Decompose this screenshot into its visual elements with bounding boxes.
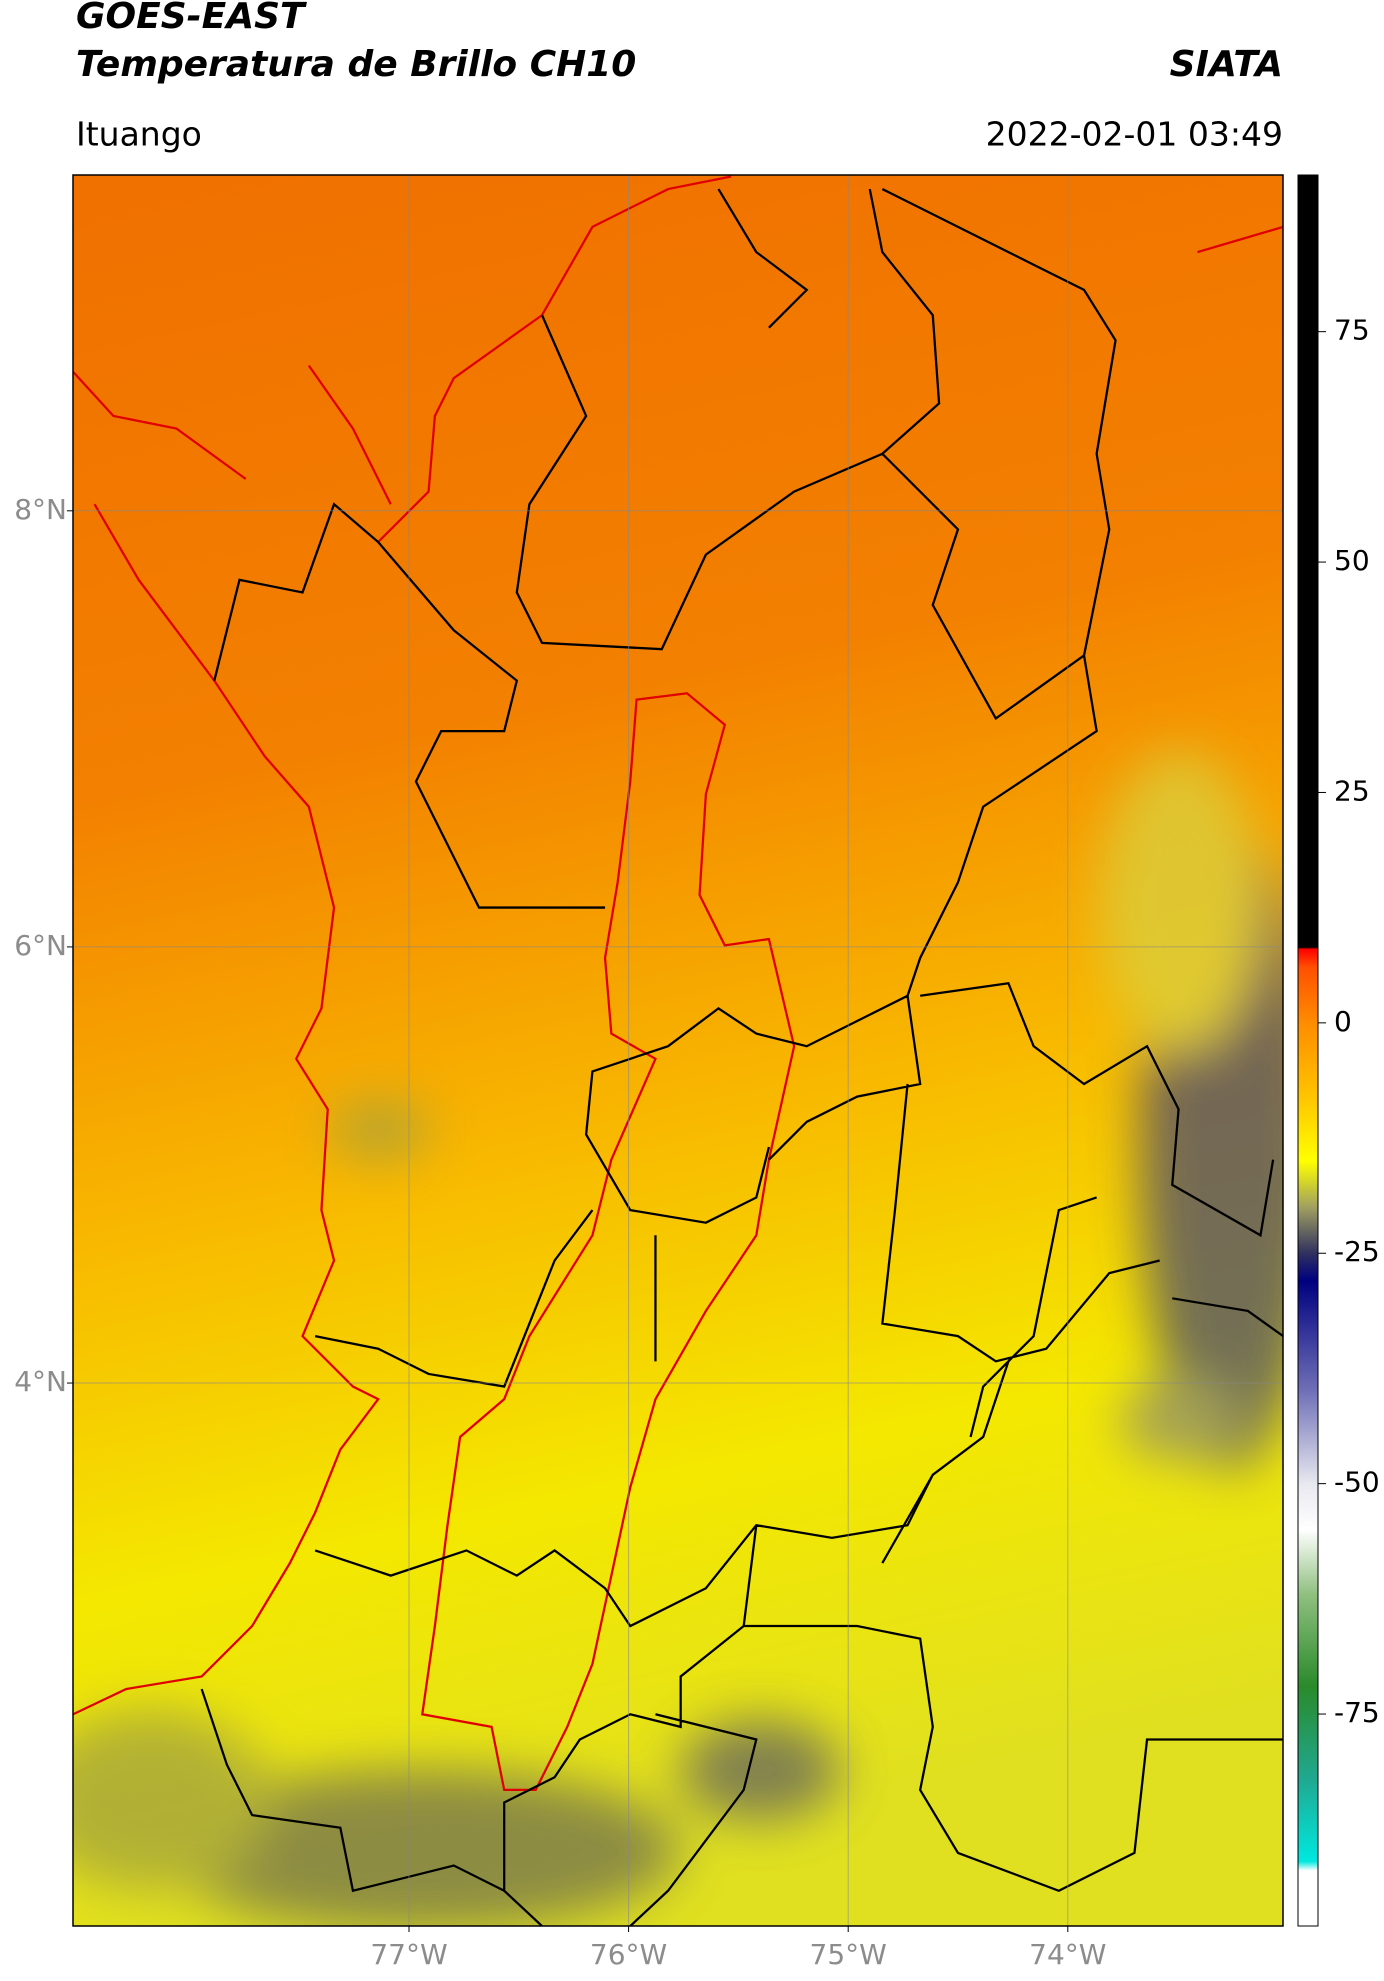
y-tick-label: 4°N [14, 1365, 67, 1398]
colorbar-tick-label: -25 [1334, 1235, 1380, 1268]
colorbar-tick-label: -50 [1334, 1466, 1380, 1499]
colorbar-tick-label: 25 [1334, 774, 1370, 807]
x-tick-label: 77°W [370, 1938, 447, 1971]
title: GOES-EAST [76, 0, 307, 37]
source: SIATA [1170, 44, 1283, 85]
map-image [73, 175, 1283, 1926]
x-tick-label: 76°W [590, 1938, 667, 1971]
colorbar-tick-label: -75 [1334, 1696, 1380, 1729]
colorbar-tick-label: 75 [1334, 314, 1370, 347]
location: Ituango [76, 115, 202, 154]
x-tick-label: 75°W [810, 1938, 887, 1971]
x-tick-label: 74°W [1029, 1938, 1106, 1971]
grid [73, 175, 1283, 1926]
y-tick-label: 8°N [14, 493, 67, 526]
colorbar [1297, 174, 1319, 1927]
timestamp: 2022-02-01 03:49 [986, 115, 1283, 154]
map-frame [72, 174, 1284, 1927]
y-tick-label: 6°N [14, 929, 67, 962]
colorbar-tick-label: 0 [1334, 1005, 1352, 1038]
subtitle: Temperatura de Brillo CH10 [76, 44, 636, 85]
colorbar-tick-label: 50 [1334, 544, 1370, 577]
